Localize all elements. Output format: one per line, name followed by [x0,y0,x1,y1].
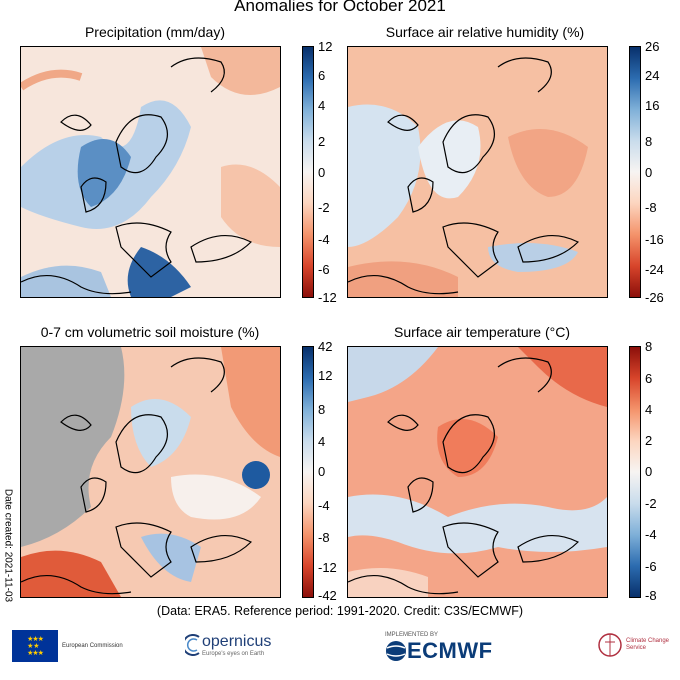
tick-label: -42 [318,588,337,603]
colorbar-soil-moisture [302,346,314,598]
colorbar-temperature [629,346,641,598]
tick-label: 16 [645,98,660,113]
map-temperature [347,346,608,598]
tick-label: -4 [318,232,330,247]
tick-label: 0 [645,165,653,180]
tick-label: -12 [318,290,337,305]
eu-logo: ★★★ ★ ★ ★★★ European Commission [12,630,123,662]
tick-label: -2 [645,496,657,511]
main-title: Anomalies for October 2021 [234,0,446,15]
tick-label: -6 [318,262,330,277]
tick-label: 0 [318,165,326,180]
panel-title-soil-moisture: 0-7 cm volumetric soil moisture (%) [40,324,260,340]
tick-label: 8 [645,339,653,354]
ccs-text: Climate Change Service [626,638,670,651]
tick-label: -16 [645,232,664,247]
tick-label: -12 [318,560,337,575]
tick-label: -8 [645,200,657,215]
ecmwf-implemented-by: IMPLEMENTED BY [385,632,439,638]
tick-label: -26 [645,290,664,305]
map-precipitation [20,46,281,298]
map-humidity [347,46,608,298]
tick-label: -6 [645,559,657,574]
ecmwf-wordmark: ECMWF [407,638,493,663]
tick-label: 2 [318,134,326,149]
tick-label: 26 [645,39,660,54]
ccs-icon [598,633,622,657]
colorbar-humidity [629,46,641,298]
tick-label: 8 [645,134,653,149]
tick-label: 6 [645,371,653,386]
tick-label: 4 [318,434,326,449]
tick-label: 0 [645,464,653,479]
panel-title-humidity: Surface air relative humidity (%) [385,24,585,40]
tick-label: -4 [318,498,330,513]
ecmwf-globe-icon [386,641,406,661]
ecmwf-logo: IMPLEMENTED BY ECMWF [385,632,493,664]
tick-label: -2 [318,200,330,215]
tick-label: 12 [318,39,333,54]
tick-label: 6 [318,68,326,83]
eu-flag-icon: ★★★ ★ ★ ★★★ [12,630,58,662]
date-created: Date created: 2021-11-03 [2,488,14,603]
ccs-logo: Climate Change Service [597,630,676,660]
tick-label: 12 [318,368,333,383]
tick-label: 4 [318,98,326,113]
tick-label: 4 [645,402,653,417]
tick-label: -24 [645,262,664,277]
panel-title-precipitation: Precipitation (mm/day) [84,24,226,40]
eu-logo-text: European Commission [62,642,123,649]
tick-label: 0 [318,464,326,479]
copernicus-wordmark: opernicus [202,633,272,650]
map-soil-moisture [20,346,281,598]
tick-label: 8 [318,402,326,417]
tick-label: 2 [645,433,653,448]
footer-credit: (Data: ERA5. Reference period: 1991-2020… [156,604,524,618]
tick-label: 24 [645,68,660,83]
colorbar-precipitation [302,46,314,298]
copernicus-tagline: Europe's eyes on Earth [202,651,265,657]
copernicus-logo: opernicus Europe's eyes on Earth [185,633,271,657]
tick-label: -8 [318,530,330,545]
tick-label: -8 [645,588,657,603]
panel-title-temperature: Surface air temperature (°C) [394,324,570,340]
tick-label: 42 [318,339,333,354]
copernicus-icon [185,634,200,656]
tick-label: -4 [645,527,657,542]
